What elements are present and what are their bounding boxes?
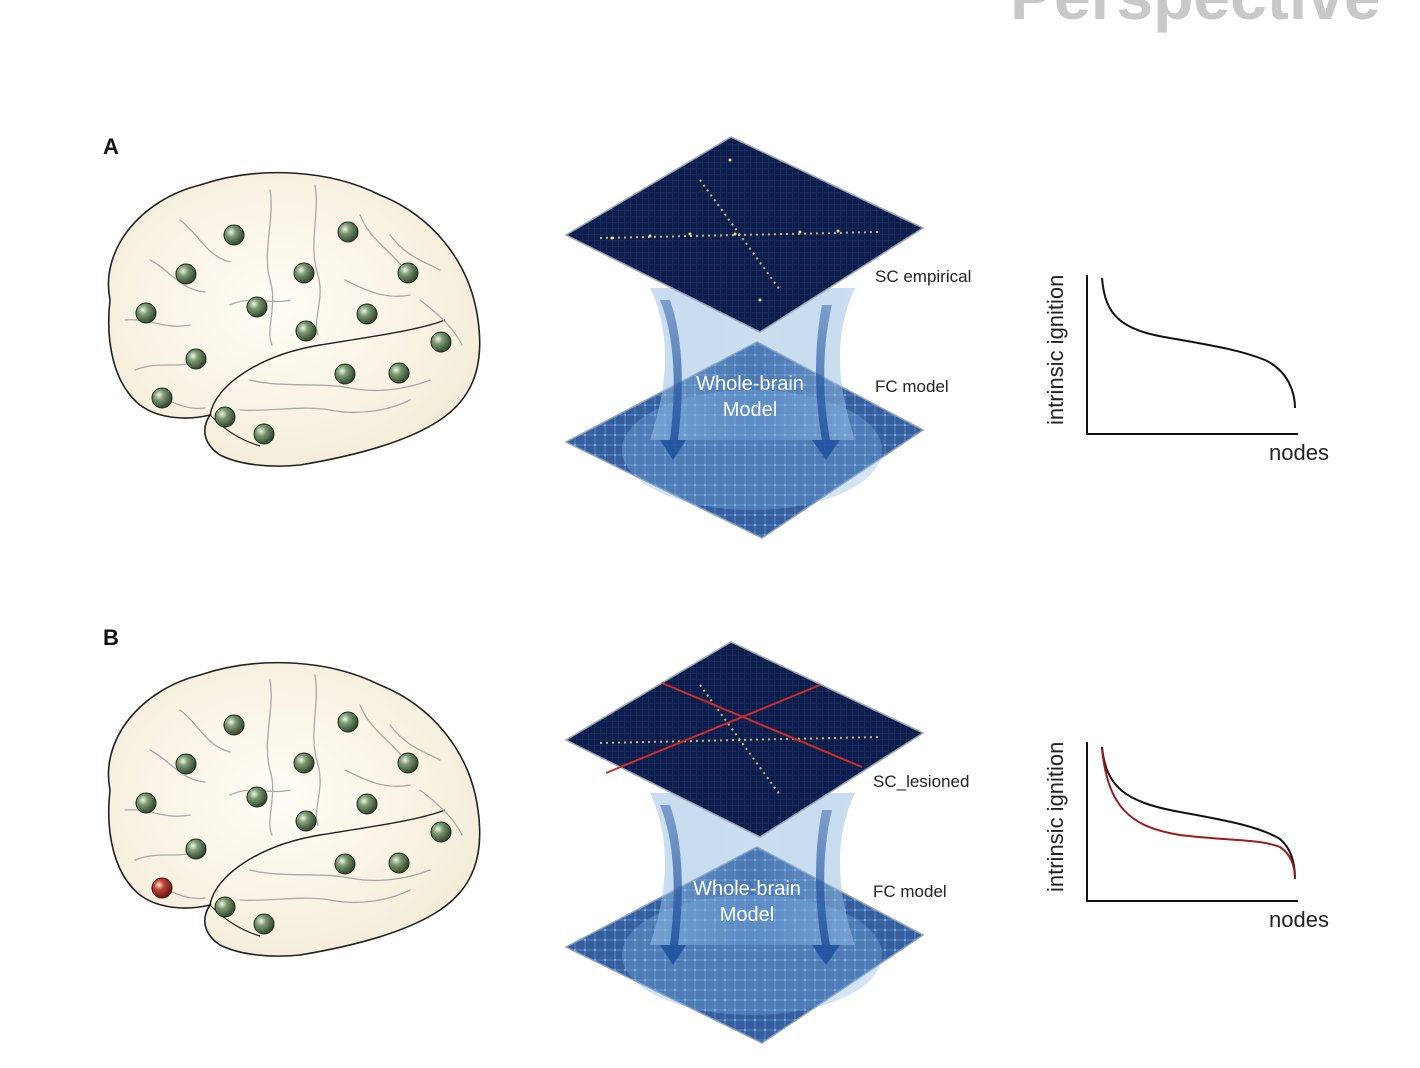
brain-outline	[107, 661, 481, 957]
model-label-line1: Whole-brain	[693, 878, 801, 900]
panel-b-sc-label: SC_lesioned	[873, 772, 970, 791]
down-arrow-right	[812, 305, 840, 460]
brain-nodes	[135, 711, 452, 935]
panel-b-xlabel: nodes	[1269, 907, 1329, 932]
lesion-lines	[605, 682, 863, 774]
panel-b-model-stack	[564, 641, 925, 1044]
down-arrow-left	[660, 300, 686, 460]
panel-b-letter: B	[103, 625, 119, 650]
model-label-line2: Model	[719, 904, 775, 926]
panel-b-brain	[107, 641, 925, 1044]
panel-a-model-stack	[564, 136, 925, 539]
model-label-line1: Whole-brain	[696, 373, 804, 395]
panel-b-ignition-plot	[1086, 742, 1298, 902]
ignition-curve-red	[1101, 748, 1296, 880]
page-header-fragment: Perspective	[1010, 0, 1381, 34]
model-label-line2: Model	[722, 399, 778, 421]
panel-a-xlabel: nodes	[1269, 440, 1329, 465]
ignition-curve-black	[1101, 277, 1296, 409]
panel-a-fc-label: FC model	[875, 377, 949, 396]
down-arrow-right	[812, 810, 840, 965]
brain-nodes	[135, 221, 452, 445]
lesioned-node	[151, 877, 173, 899]
down-arrow-left	[660, 805, 686, 965]
panel-a-model-label: Whole-brain Model	[675, 371, 825, 423]
brain-outline	[107, 171, 481, 467]
panel-a-sc-label: SC empirical	[875, 267, 972, 286]
brain-sulci	[124, 674, 463, 904]
panel-a-letter: A	[103, 134, 119, 159]
panel-a-ylabel: intrinsic ignition	[1043, 274, 1068, 425]
panel-a-ignition-plot	[1086, 275, 1298, 435]
panel-b-ylabel: intrinsic ignition	[1043, 741, 1068, 892]
panel-b-model-label: Whole-brain Model	[672, 876, 822, 928]
ignition-curve-black	[1101, 746, 1296, 880]
panel-b-fc-label: FC model	[873, 882, 947, 901]
